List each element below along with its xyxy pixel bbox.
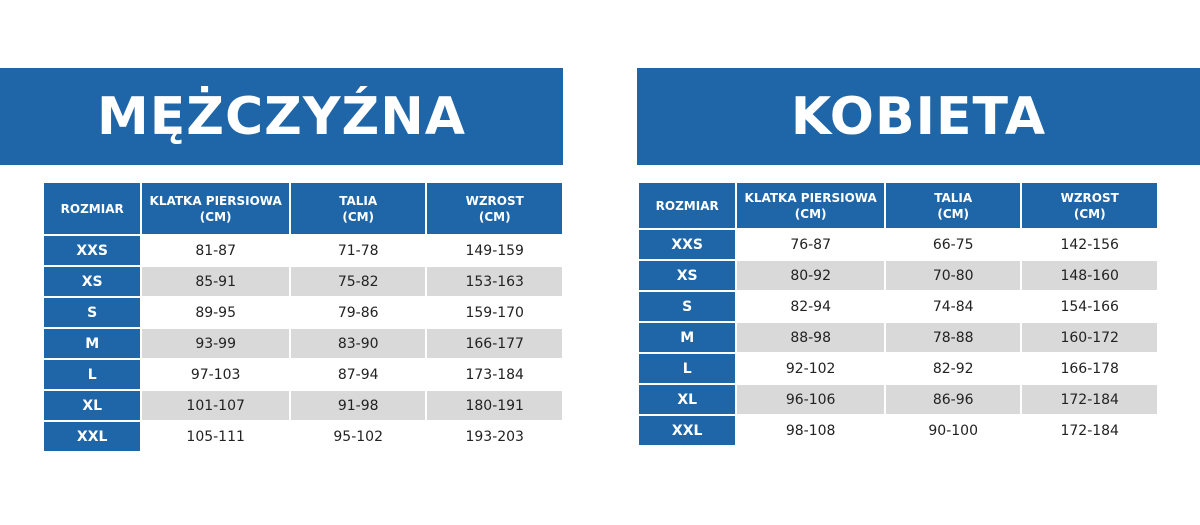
chest-value: 80-92	[737, 261, 884, 290]
waist-value: 82-92	[885, 354, 1021, 383]
height-value: 180-191	[427, 391, 562, 420]
table-row: XS 80-92 70-80 148-160	[639, 261, 1157, 290]
chest-value: 97-103	[142, 360, 289, 389]
waist-value: 66-75	[885, 230, 1021, 259]
waist-value: 78-88	[885, 323, 1021, 352]
size-label: S	[639, 292, 736, 321]
header-waist: TALIA (CM)	[885, 183, 1021, 228]
table-row: XXL 105-111 95-102 193-203	[44, 422, 562, 451]
table-row: XS 85-91 75-82 153-163	[44, 267, 562, 296]
height-value: 159-170	[427, 298, 562, 327]
waist-value: 83-90	[290, 329, 426, 358]
table-row: XL 101-107 91-98 180-191	[44, 391, 562, 420]
waist-value: 74-84	[885, 292, 1021, 321]
height-value: 172-184	[1022, 416, 1157, 445]
size-label: XXL	[44, 422, 141, 451]
table-row: L 97-103 87-94 173-184	[44, 360, 562, 389]
size-label: XXL	[639, 416, 736, 445]
height-value: 166-178	[1022, 354, 1157, 383]
chest-value: 93-99	[142, 329, 289, 358]
height-value: 166-177	[427, 329, 562, 358]
chest-value: 98-108	[737, 416, 884, 445]
table-row: S 82-94 74-84 154-166	[639, 292, 1157, 321]
height-value: 160-172	[1022, 323, 1157, 352]
size-label: XL	[639, 385, 736, 414]
height-value: 173-184	[427, 360, 562, 389]
table-row: XL 96-106 86-96 172-184	[639, 385, 1157, 414]
size-label: M	[639, 323, 736, 352]
women-title-banner: KOBIETA	[637, 68, 1200, 165]
waist-value: 91-98	[290, 391, 426, 420]
waist-value: 71-78	[290, 236, 426, 265]
men-size-chart: MĘŻCZYŹNA ROZMIAR KLATKA PIERSIOWA (CM) T…	[0, 68, 563, 451]
size-label: XXS	[639, 230, 736, 259]
size-label: L	[44, 360, 141, 389]
chest-value: 85-91	[142, 267, 289, 296]
chest-value: 92-102	[737, 354, 884, 383]
chest-value: 96-106	[737, 385, 884, 414]
header-size: ROZMIAR	[44, 183, 141, 234]
chest-value: 82-94	[737, 292, 884, 321]
size-label: XS	[44, 267, 141, 296]
waist-value: 90-100	[885, 416, 1021, 445]
chest-value: 76-87	[737, 230, 884, 259]
chest-value: 105-111	[142, 422, 289, 451]
men-title-banner: MĘŻCZYŹNA	[0, 68, 563, 165]
height-value: 153-163	[427, 267, 562, 296]
chest-value: 89-95	[142, 298, 289, 327]
women-size-table: ROZMIAR KLATKA PIERSIOWA (CM) TALIA (CM) W…	[637, 181, 1159, 447]
header-chest: KLATKA PIERSIOWA (CM)	[737, 183, 884, 228]
size-label: XS	[639, 261, 736, 290]
men-size-table: ROZMIAR KLATKA PIERSIOWA (CM) TALIA (CM) W…	[42, 181, 564, 453]
height-value: 142-156	[1022, 230, 1157, 259]
header-chest: KLATKA PIERSIOWA (CM)	[142, 183, 289, 234]
women-size-chart: KOBIETA ROZMIAR KLATKA PIERSIOWA (CM) TAL…	[637, 68, 1200, 445]
table-row: XXL 98-108 90-100 172-184	[639, 416, 1157, 445]
waist-value: 87-94	[290, 360, 426, 389]
chest-value: 101-107	[142, 391, 289, 420]
header-size: ROZMIAR	[639, 183, 736, 228]
height-value: 172-184	[1022, 385, 1157, 414]
table-row: L 92-102 82-92 166-178	[639, 354, 1157, 383]
height-value: 149-159	[427, 236, 562, 265]
size-label: S	[44, 298, 141, 327]
table-row: XXS 76-87 66-75 142-156	[639, 230, 1157, 259]
table-row: S 89-95 79-86 159-170	[44, 298, 562, 327]
chest-value: 81-87	[142, 236, 289, 265]
table-row: M 93-99 83-90 166-177	[44, 329, 562, 358]
waist-value: 95-102	[290, 422, 426, 451]
table-row: M 88-98 78-88 160-172	[639, 323, 1157, 352]
size-label: L	[639, 354, 736, 383]
height-value: 193-203	[427, 422, 562, 451]
header-height: WZROST (CM)	[427, 183, 562, 234]
women-table-header-row: ROZMIAR KLATKA PIERSIOWA (CM) TALIA (CM) W…	[639, 183, 1157, 228]
waist-value: 79-86	[290, 298, 426, 327]
size-label: XL	[44, 391, 141, 420]
height-value: 148-160	[1022, 261, 1157, 290]
men-title: MĘŻCZYŹNA	[97, 86, 466, 147]
waist-value: 75-82	[290, 267, 426, 296]
header-height: WZROST (CM)	[1022, 183, 1157, 228]
chest-value: 88-98	[737, 323, 884, 352]
men-table-header-row: ROZMIAR KLATKA PIERSIOWA (CM) TALIA (CM) W…	[44, 183, 562, 234]
size-label: M	[44, 329, 141, 358]
waist-value: 86-96	[885, 385, 1021, 414]
women-title: KOBIETA	[790, 86, 1047, 147]
size-label: XXS	[44, 236, 141, 265]
table-row: XXS 81-87 71-78 149-159	[44, 236, 562, 265]
header-waist: TALIA (CM)	[290, 183, 426, 234]
waist-value: 70-80	[885, 261, 1021, 290]
height-value: 154-166	[1022, 292, 1157, 321]
